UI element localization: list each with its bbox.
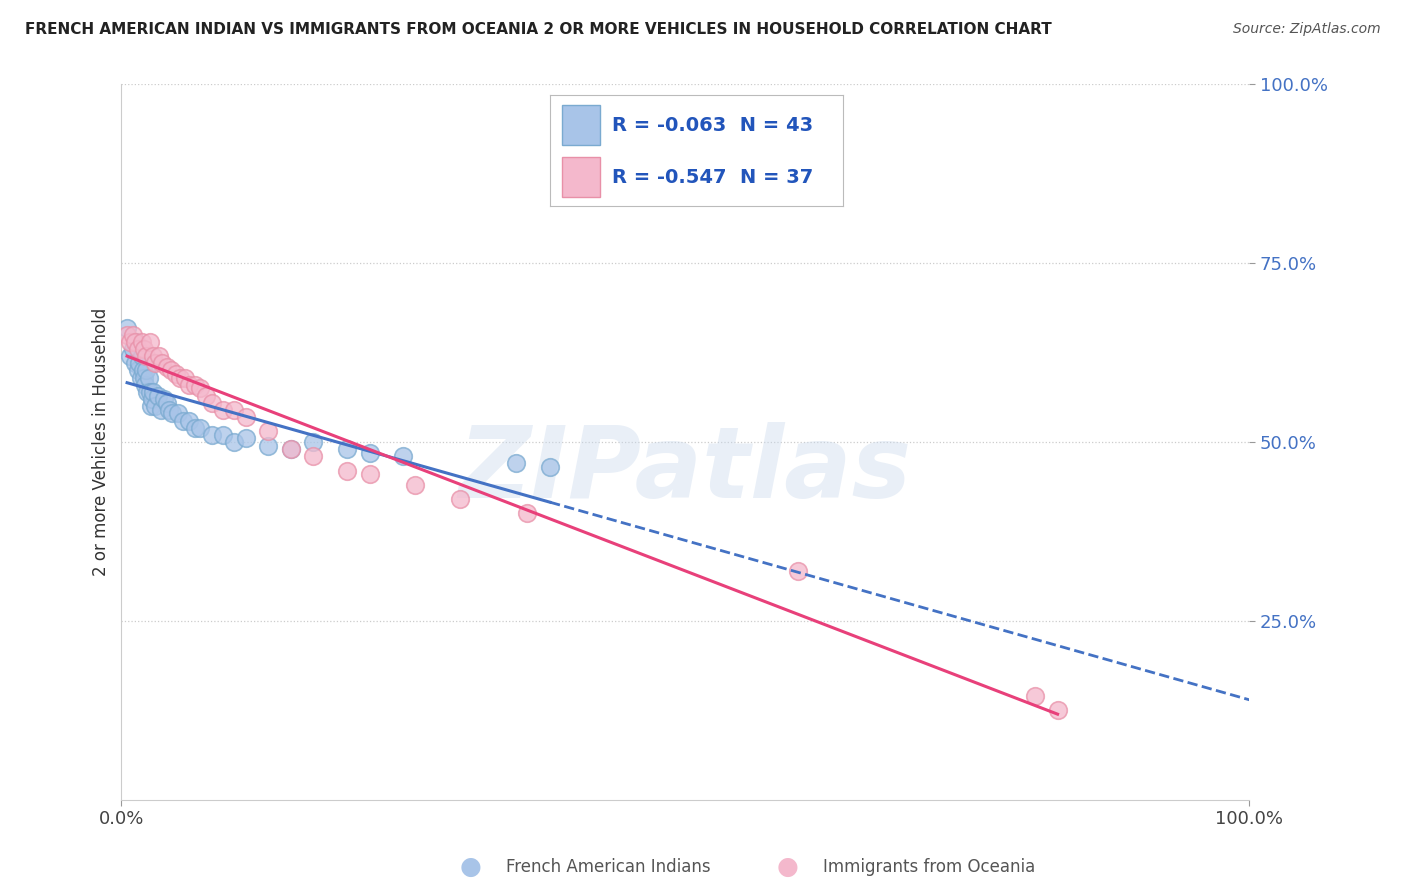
Point [132, 363, 155, 377]
Point [157, 402, 180, 417]
Point [1046, 703, 1069, 717]
Point [115, 327, 138, 342]
Point [505, 457, 527, 471]
Point [142, 384, 165, 399]
Point [336, 464, 359, 478]
Point [201, 395, 224, 409]
Point [127, 342, 149, 356]
Point [516, 507, 538, 521]
Point [146, 388, 169, 402]
Point [121, 327, 143, 342]
Point [124, 334, 146, 349]
Point [125, 334, 148, 349]
Point [235, 409, 257, 424]
Point [115, 320, 138, 334]
Point [148, 349, 170, 363]
Point [121, 342, 143, 356]
Point [235, 431, 257, 445]
Point [150, 356, 173, 370]
Point [149, 402, 172, 417]
Point [184, 420, 207, 434]
Point [166, 406, 188, 420]
Point [136, 384, 159, 399]
Point [155, 395, 177, 409]
Point [142, 349, 165, 363]
Point [179, 377, 201, 392]
Point [212, 402, 235, 417]
Point [124, 356, 146, 370]
Point [179, 413, 201, 427]
Point [143, 399, 166, 413]
Text: Immigrants from Oceania: Immigrants from Oceania [823, 858, 1035, 876]
Point [224, 402, 246, 417]
Point [139, 399, 162, 413]
Point [359, 446, 381, 460]
Point [132, 342, 155, 356]
Point [224, 434, 246, 449]
Point [404, 478, 426, 492]
Point [184, 377, 207, 392]
Point [190, 381, 212, 395]
Point [135, 349, 157, 363]
Point [135, 363, 157, 377]
Point [302, 450, 325, 464]
Point [129, 370, 152, 384]
Point [143, 356, 166, 370]
Point [302, 434, 325, 449]
Text: ZIPatlas: ZIPatlas [458, 422, 912, 519]
Point [138, 384, 160, 399]
Point [127, 363, 149, 377]
Point [155, 359, 177, 374]
Point [173, 370, 195, 384]
Point [160, 363, 183, 377]
Point [128, 356, 150, 370]
Text: Source: ZipAtlas.com: Source: ZipAtlas.com [1233, 22, 1381, 37]
Point [1024, 689, 1046, 703]
Point [131, 349, 153, 363]
Point [165, 367, 187, 381]
Text: FRENCH AMERICAN INDIAN VS IMMIGRANTS FROM OCEANIA 2 OR MORE VEHICLES IN HOUSEHOL: FRENCH AMERICAN INDIAN VS IMMIGRANTS FRO… [25, 22, 1052, 37]
Point [449, 492, 471, 507]
Text: ●: ● [776, 855, 799, 879]
Point [195, 388, 218, 402]
Point [359, 467, 381, 482]
Point [132, 370, 155, 384]
Point [153, 392, 176, 406]
Text: ●: ● [460, 855, 482, 879]
Point [336, 442, 359, 457]
Y-axis label: 2 or more Vehicles in Household: 2 or more Vehicles in Household [93, 308, 110, 576]
Point [131, 334, 153, 349]
Point [280, 442, 302, 457]
Point [257, 439, 280, 453]
Point [201, 427, 224, 442]
Point [138, 334, 160, 349]
Point [787, 564, 810, 578]
Point [120, 349, 142, 363]
Point [538, 460, 561, 475]
Point [160, 406, 183, 420]
Point [138, 370, 160, 384]
Point [212, 427, 235, 442]
Point [141, 392, 163, 406]
Point [190, 420, 212, 434]
Text: French American Indians: French American Indians [506, 858, 711, 876]
Point [169, 370, 191, 384]
Point [257, 424, 280, 438]
Point [120, 334, 142, 349]
Point [280, 442, 302, 457]
Point [134, 377, 156, 392]
Point [172, 413, 194, 427]
Point [392, 450, 415, 464]
